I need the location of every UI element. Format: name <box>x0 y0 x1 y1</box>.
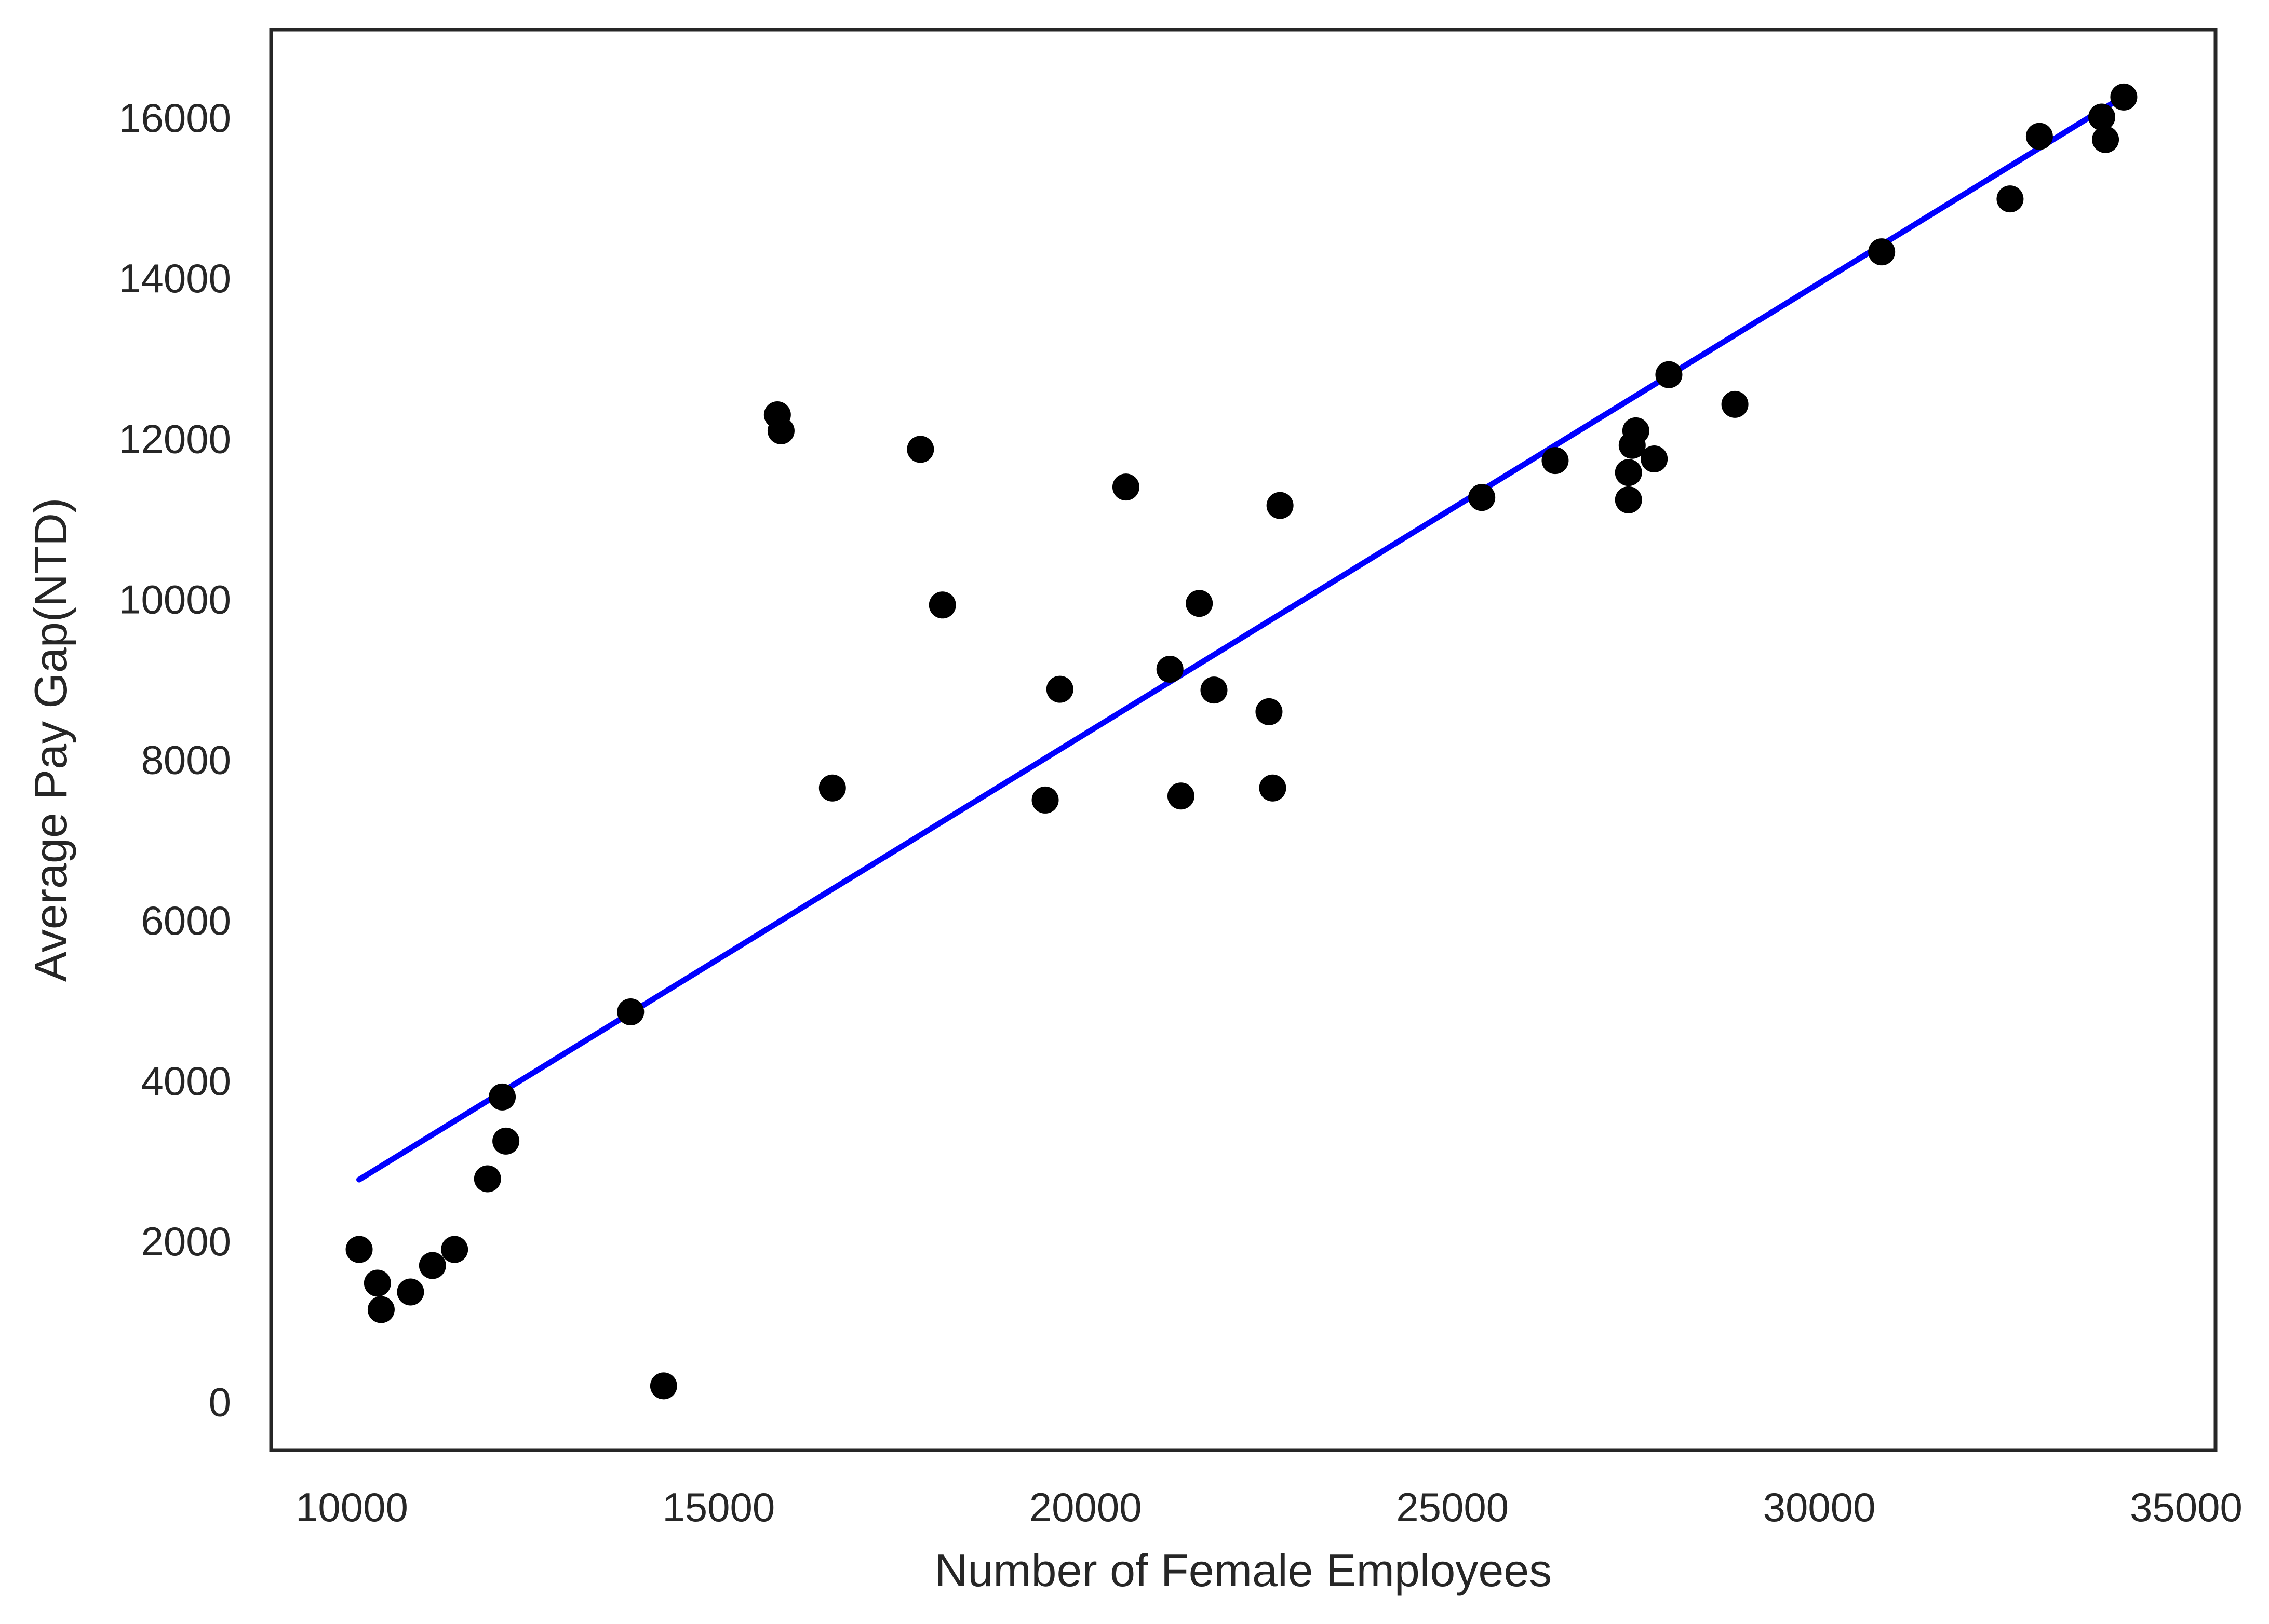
data-point <box>397 1278 424 1306</box>
data-point <box>617 998 645 1026</box>
data-point <box>818 774 846 802</box>
fit-line-layer <box>356 93 2127 1183</box>
x-axis-ticks: 10000 15000 20000 25000 30000 35000 <box>296 1484 2243 1530</box>
data-point <box>1167 782 1194 810</box>
data-point <box>1266 492 1294 519</box>
data-point <box>767 417 795 444</box>
data-point <box>1186 590 1213 617</box>
data-point <box>489 1083 516 1111</box>
y-tick-label: 8000 <box>141 737 231 783</box>
plot-frame <box>269 28 2218 1452</box>
data-point <box>1622 417 1649 444</box>
x-tick-label: 15000 <box>662 1484 775 1530</box>
data-point <box>441 1236 468 1263</box>
data-point <box>419 1252 446 1279</box>
data-point <box>474 1165 501 1193</box>
data-point <box>1541 447 1569 475</box>
data-point <box>1200 676 1228 704</box>
y-tick-label: 12000 <box>118 416 231 462</box>
data-point <box>1615 486 1642 513</box>
y-axis-label: Average Pay Gap(NTD) <box>25 498 76 982</box>
data-point <box>1156 655 1184 683</box>
data-point <box>1468 484 1496 511</box>
data-point <box>1641 445 1668 472</box>
data-point <box>367 1296 395 1323</box>
data-point <box>907 436 934 463</box>
y-tick-label: 2000 <box>141 1219 231 1264</box>
x-tick-label: 25000 <box>1396 1484 1509 1530</box>
data-point <box>929 591 956 619</box>
x-tick-label: 10000 <box>296 1484 408 1530</box>
data-point <box>1996 185 2024 213</box>
data-point <box>650 1372 677 1400</box>
data-point <box>1615 459 1642 486</box>
x-tick-label: 30000 <box>1763 1484 1876 1530</box>
regression-line <box>356 93 2127 1183</box>
y-tick-label: 10000 <box>118 576 231 622</box>
y-tick-label: 16000 <box>118 95 231 141</box>
x-tick-label: 35000 <box>2130 1484 2243 1530</box>
data-point <box>492 1127 520 1155</box>
data-point <box>1721 390 1749 418</box>
x-tick-label: 20000 <box>1029 1484 1142 1530</box>
data-point <box>345 1236 373 1263</box>
data-point <box>2088 103 2116 131</box>
data-point <box>1655 361 1683 388</box>
x-axis-label: Number of Female Employees <box>935 1545 1552 1596</box>
y-tick-label: 6000 <box>141 898 231 943</box>
y-axis-ticks: 0 2000 4000 6000 8000 10000 12000 14000 16000 <box>118 95 231 1425</box>
y-tick-label: 0 <box>209 1379 231 1425</box>
scatter-points <box>345 83 2138 1400</box>
data-point <box>1046 675 1073 703</box>
data-point <box>1112 473 1139 501</box>
y-tick-label: 4000 <box>141 1058 231 1104</box>
data-point <box>2092 126 2119 153</box>
data-point <box>2025 123 2053 150</box>
data-point <box>2110 83 2138 111</box>
data-point <box>1259 774 1286 802</box>
data-point <box>1868 238 1896 266</box>
data-point <box>1031 786 1059 814</box>
data-point <box>1255 698 1283 725</box>
y-tick-label: 14000 <box>118 255 231 301</box>
data-point <box>364 1269 391 1297</box>
